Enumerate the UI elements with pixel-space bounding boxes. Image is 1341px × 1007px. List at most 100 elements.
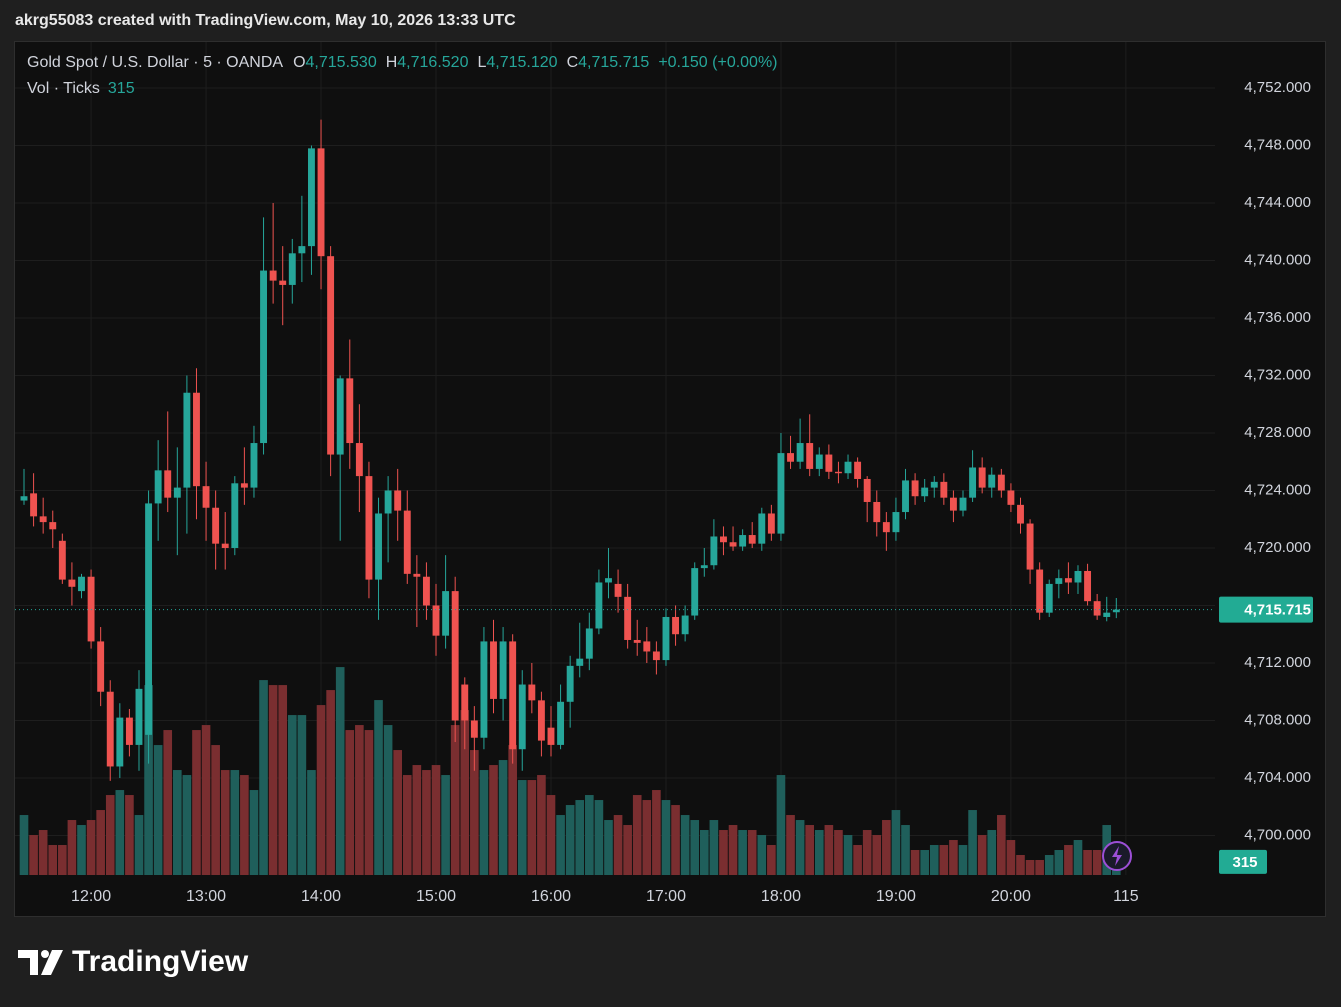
volume-bar bbox=[77, 825, 86, 875]
ohlc-key: C bbox=[566, 54, 579, 71]
candle-body bbox=[787, 453, 794, 462]
candle-body bbox=[20, 496, 28, 501]
volume-value: 315 bbox=[107, 80, 135, 97]
candle-body bbox=[643, 641, 651, 652]
volume-bar bbox=[997, 815, 1006, 875]
candle-body bbox=[221, 543, 229, 548]
volume-bar bbox=[834, 830, 843, 875]
candle-body bbox=[547, 727, 555, 745]
volume-bar bbox=[853, 845, 862, 875]
volume-bar bbox=[316, 705, 326, 875]
volume-bar bbox=[671, 805, 680, 875]
volume-bar bbox=[1073, 840, 1083, 875]
candle-body bbox=[250, 443, 258, 488]
volume-bar bbox=[939, 845, 949, 875]
ohlc-value: 4,715.715 bbox=[578, 54, 650, 71]
volume-bar bbox=[29, 835, 38, 875]
candle-body bbox=[748, 535, 756, 544]
y-tick-label: 4,728.000 bbox=[1244, 424, 1311, 441]
y-tick-label: 4,720.000 bbox=[1244, 539, 1311, 556]
volume-bar bbox=[805, 825, 815, 875]
volume-bar bbox=[422, 770, 431, 875]
volume-bar bbox=[412, 765, 422, 875]
volume-bar bbox=[968, 810, 977, 875]
candle-body bbox=[557, 701, 565, 745]
volume-bar bbox=[153, 745, 163, 875]
y-tick-label: 4,732.000 bbox=[1244, 366, 1311, 383]
y-tick-label: 4,736.000 bbox=[1244, 309, 1311, 326]
candle-body bbox=[39, 516, 47, 523]
candle-body bbox=[202, 486, 210, 508]
volume-bar bbox=[738, 830, 747, 875]
volume-bar bbox=[287, 715, 297, 875]
candle-body bbox=[892, 512, 900, 533]
volume-value-label: 315 bbox=[1232, 854, 1257, 871]
candle-body bbox=[873, 501, 881, 523]
x-tick-label: 16:00 bbox=[531, 888, 571, 905]
volume-bar bbox=[958, 845, 968, 875]
volume-bar bbox=[460, 710, 470, 875]
candle-body bbox=[413, 573, 421, 577]
volume-bar bbox=[565, 805, 575, 875]
candle-body bbox=[78, 576, 85, 592]
candle-body bbox=[624, 596, 632, 640]
last-price-label: 4,715.715 bbox=[1244, 602, 1311, 619]
volume-bar bbox=[105, 795, 115, 875]
volume-bar bbox=[48, 845, 58, 875]
candle-body bbox=[384, 490, 392, 514]
volume-bar bbox=[441, 775, 450, 875]
last-price-box bbox=[1219, 596, 1313, 623]
volume-bar bbox=[498, 760, 508, 875]
volume-bar bbox=[67, 820, 77, 875]
alert-icon[interactable] bbox=[1102, 841, 1132, 871]
volume-bars bbox=[19, 667, 1121, 875]
candle-body bbox=[633, 639, 641, 643]
volume-bar bbox=[470, 750, 479, 875]
volume-bar bbox=[115, 790, 125, 875]
candle-body bbox=[691, 568, 699, 616]
candle-body bbox=[585, 628, 593, 659]
candle-body bbox=[164, 470, 172, 498]
candle-body bbox=[461, 684, 469, 721]
ohlc-value: 4,716.520 bbox=[397, 54, 469, 71]
candle-body bbox=[97, 641, 105, 692]
volume-bar bbox=[259, 680, 268, 875]
x-tick-label: 15:00 bbox=[416, 888, 456, 905]
candle-body bbox=[394, 490, 402, 511]
y-tick-label: 4,740.000 bbox=[1244, 251, 1311, 268]
volume-bar bbox=[144, 685, 153, 875]
volume-bar bbox=[776, 775, 786, 875]
candle-body bbox=[240, 483, 248, 488]
candle-body bbox=[739, 535, 747, 547]
candle-body bbox=[911, 480, 919, 497]
volume-bar bbox=[268, 685, 278, 875]
volume-legend: Vol · Ticks 315 bbox=[27, 80, 144, 98]
candle-body bbox=[58, 540, 66, 580]
volume-bar bbox=[814, 830, 824, 875]
candle-body bbox=[1007, 490, 1015, 505]
volume-bar bbox=[297, 715, 307, 875]
y-tick-label: 4,700.000 bbox=[1244, 826, 1311, 843]
grid bbox=[15, 42, 1215, 875]
volume-bar bbox=[891, 810, 901, 875]
candle-body bbox=[1064, 578, 1072, 583]
candle-body bbox=[681, 615, 689, 635]
candle-body bbox=[1026, 523, 1034, 570]
candle-body bbox=[298, 246, 306, 254]
volume-bar bbox=[786, 815, 795, 875]
volume-name: Vol · Ticks bbox=[27, 80, 100, 97]
volume-bar bbox=[173, 770, 182, 875]
volume-bar bbox=[1064, 845, 1073, 875]
candle-body bbox=[403, 510, 411, 574]
volume-bar bbox=[182, 775, 192, 875]
candle-body bbox=[183, 392, 191, 488]
y-tick-label: 4,708.000 bbox=[1244, 711, 1311, 728]
candle-body bbox=[978, 467, 986, 488]
volume-bar bbox=[690, 820, 700, 875]
volume-value-box bbox=[1219, 849, 1267, 874]
y-tick-label: 4,744.000 bbox=[1244, 194, 1311, 211]
candle-body bbox=[605, 578, 612, 583]
candle-body bbox=[1055, 578, 1063, 584]
volume-bar bbox=[642, 800, 652, 875]
candle-body bbox=[336, 378, 344, 455]
